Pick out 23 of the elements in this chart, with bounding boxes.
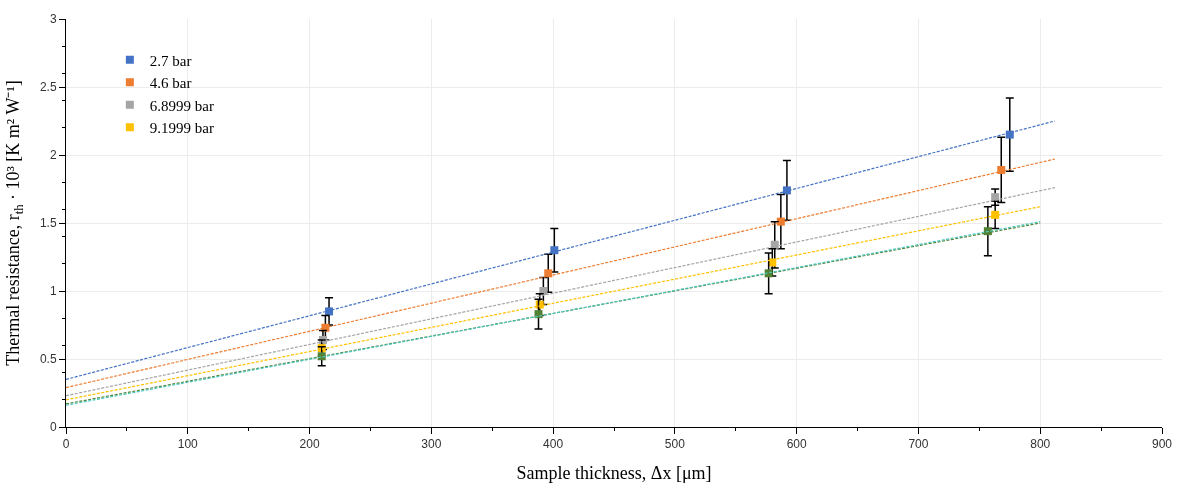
legend-label: 9.1999 bar — [149, 120, 214, 137]
y-tick-label: 0.5 — [39, 352, 57, 367]
x-axis-title: Sample thickness, Δx [μm] — [516, 462, 712, 483]
x-tick-label: 400 — [543, 437, 564, 452]
y-tick-label: 2 — [49, 148, 57, 163]
legend-label: 6.8999 bar — [149, 97, 214, 114]
x-tick-label: 0 — [62, 437, 70, 452]
x-tick-label: 900 — [1151, 437, 1173, 452]
legend-label: 4.6 bar — [149, 75, 192, 92]
x-tick-label: 600 — [786, 437, 807, 452]
point — [550, 246, 559, 255]
y-tick-label: 3 — [49, 12, 57, 27]
x-tick-label: 100 — [177, 437, 199, 452]
x-tick-label: 700 — [908, 437, 929, 452]
y-tick-label: 1 — [49, 284, 57, 299]
y-tick-label: 1.5 — [39, 216, 57, 231]
y-tick-label: 2.5 — [39, 80, 57, 95]
x-tick-label: 300 — [421, 437, 442, 452]
x-tick-label: 500 — [664, 437, 686, 452]
y-tick-label: 0 — [49, 420, 57, 435]
legend-label: 2.7 bar — [149, 52, 192, 69]
x-tick-label: 200 — [299, 437, 320, 452]
x-tick-label: 800 — [1030, 437, 1051, 452]
